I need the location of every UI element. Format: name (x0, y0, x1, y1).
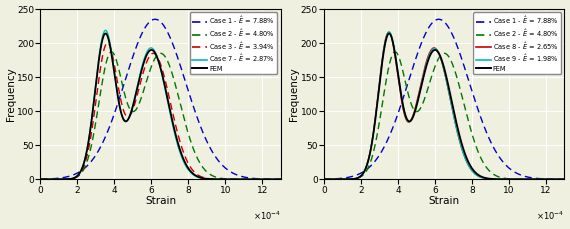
Text: $\times 10^{-4}$: $\times 10^{-4}$ (253, 210, 281, 222)
Legend: Case 1 - $\hat{E}$ = 7.88%, Case 2 - $\hat{E}$ = 4.80%, Case 8 - $\hat{E}$ = 2.6: Case 1 - $\hat{E}$ = 7.88%, Case 2 - $\h… (474, 12, 561, 74)
Text: $\times 10^{-4}$: $\times 10^{-4}$ (536, 210, 564, 222)
Y-axis label: Frequency: Frequency (289, 67, 299, 121)
X-axis label: Strain: Strain (145, 196, 176, 206)
Y-axis label: Frequency: Frequency (6, 67, 15, 121)
X-axis label: Strain: Strain (429, 196, 460, 206)
Legend: Case 1 - $\hat{E}$ = 7.88%, Case 2 - $\hat{E}$ = 4.80%, Case 3 - $\hat{E}$ = 3.9: Case 1 - $\hat{E}$ = 7.88%, Case 2 - $\h… (190, 12, 278, 74)
